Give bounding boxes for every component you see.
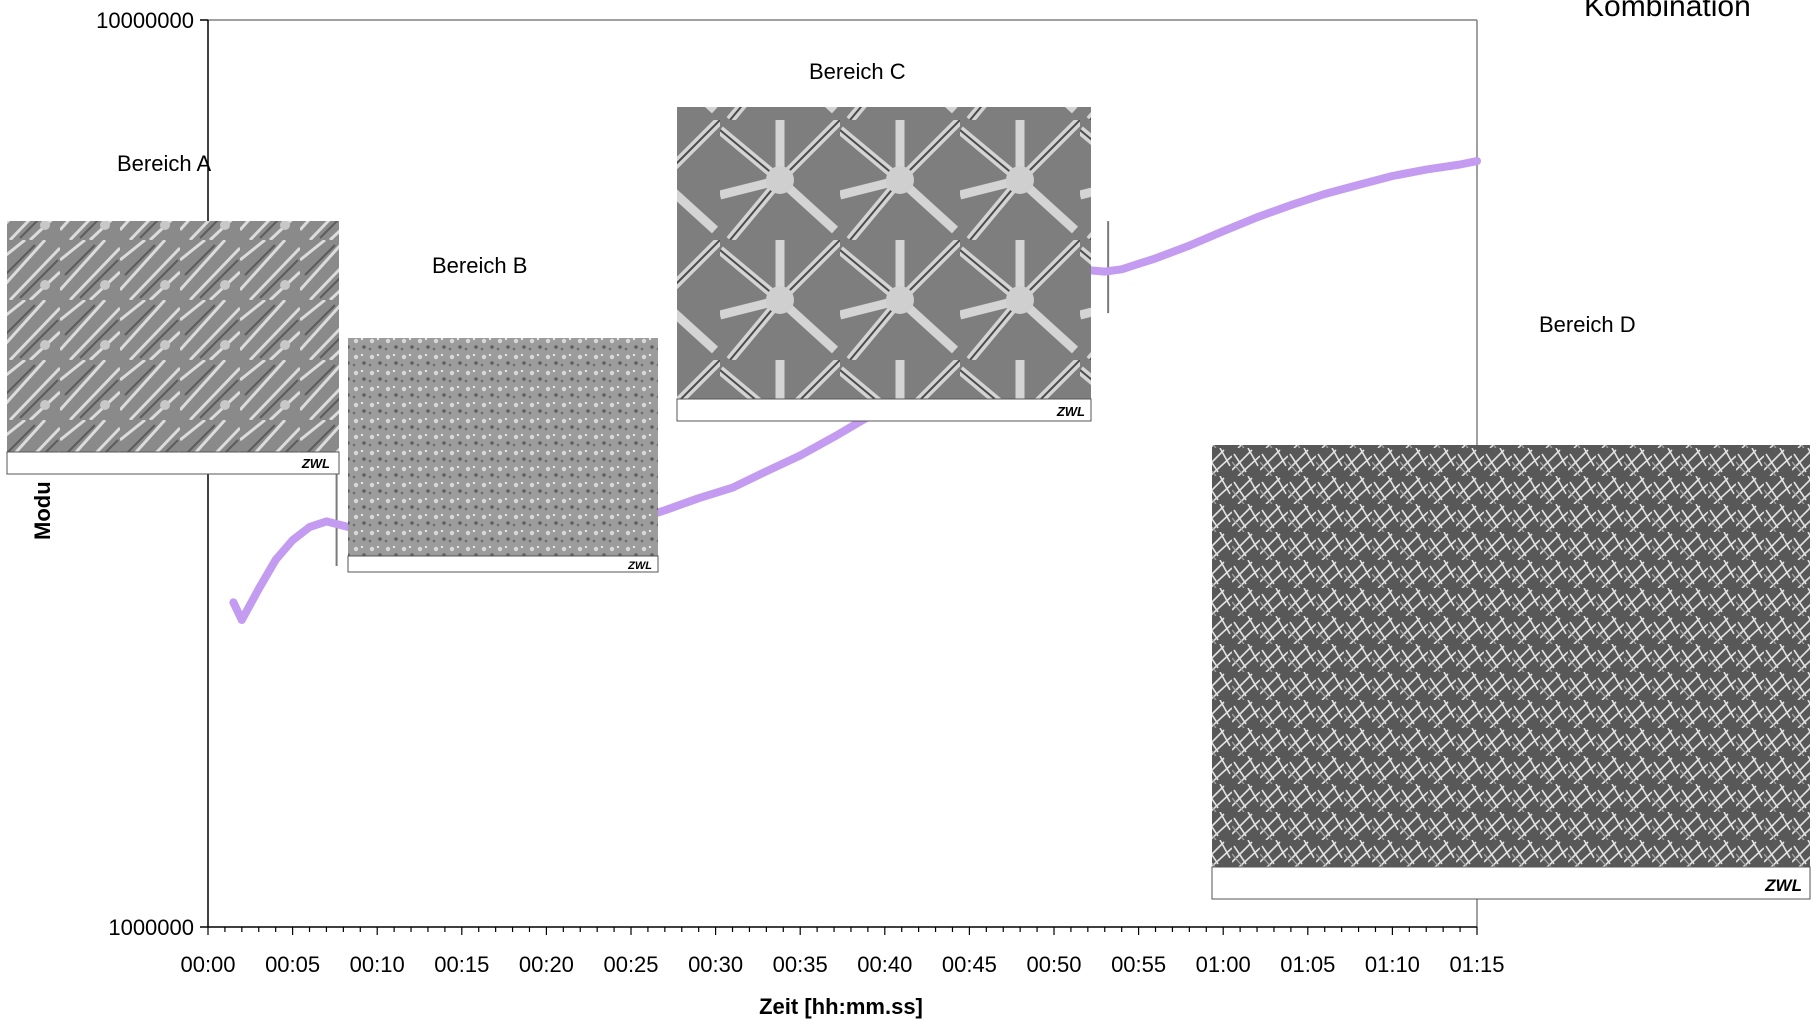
x-tick-label-11: 00:55: [1111, 952, 1166, 977]
micrograph-c-watermark: ZWL: [1056, 404, 1085, 419]
x-tick-label-6: 00:30: [688, 952, 743, 977]
region-labels: Bereich A Bereich B Bereich C Bereich D: [117, 59, 1636, 337]
series-0-point-36: [1220, 228, 1227, 235]
series-0-point-39: [1321, 190, 1328, 197]
x-tick-label-8: 00:40: [857, 952, 912, 977]
x-tick-label-4: 00:20: [519, 952, 574, 977]
series-0-point-41: [1389, 172, 1396, 179]
micrograph-d: ZWL: [1211, 445, 1811, 900]
series-0-point-38: [1287, 202, 1294, 209]
series-0-point-35: [1186, 242, 1193, 249]
micrograph-b: ZWL: [347, 338, 659, 573]
x-tick-label-5: 00:25: [603, 952, 658, 977]
series-0-point-19: [695, 495, 702, 502]
micrographs: ZWL ZWL ZWL ZWL: [6, 107, 1811, 900]
series-0-point-22: [797, 452, 804, 459]
series-0-point-5: [306, 524, 313, 531]
micrograph-d-watermark: ZWL: [1764, 876, 1802, 895]
y-axis-title: Modu: [30, 481, 55, 540]
micrograph-b-watermark: ZWL: [627, 560, 652, 572]
region-label-a: Bereich A: [117, 151, 211, 176]
series-0-point-34: [1152, 255, 1159, 262]
x-tick-label-12: 01:00: [1196, 952, 1251, 977]
y-tick-labels: 1000000 10000000: [96, 8, 194, 940]
x-tick-labels: 00:00 00:05 00:10 00:15 00:20 00:25 00:30 00:35…: [180, 952, 1504, 977]
x-minor-ticks: [207, 927, 1478, 935]
series-0-point-1: [238, 617, 245, 624]
series-0-point-20: [729, 484, 736, 491]
series-0-point-42: [1423, 166, 1430, 173]
series-0-point-4: [289, 537, 296, 544]
series-0-point-6: [323, 518, 330, 525]
x-tick-label-14: 01:10: [1365, 952, 1420, 977]
series-0-point-37: [1254, 214, 1261, 221]
region-label-c: Bereich C: [809, 59, 906, 84]
series-0-point-2: [255, 585, 262, 592]
x-tick-label-10: 00:50: [1026, 952, 1081, 977]
axes: 00:00 00:05 00:10 00:15 00:20 00:25 00:30 00:35…: [96, 8, 1504, 977]
x-tick-label-7: 00:35: [773, 952, 828, 977]
x-tick-label-0: 00:00: [180, 952, 235, 977]
series-0-point-23: [831, 433, 838, 440]
x-tick-label-2: 00:10: [350, 952, 405, 977]
y-tick-label-0: 1000000: [108, 915, 194, 940]
x-tick-label-1: 00:05: [265, 952, 320, 977]
series-0-point-0: [230, 599, 237, 606]
y-major-ticks: [200, 19, 208, 928]
x-tick-label-3: 00:15: [434, 952, 489, 977]
x-axis-title: Zeit [hh:mm.ss]: [759, 994, 923, 1019]
region-label-b: Bereich B: [432, 253, 527, 278]
micrograph-c: ZWL: [676, 107, 1092, 422]
series-0-point-18: [661, 507, 668, 514]
micrograph-a: ZWL: [6, 221, 340, 475]
chart-title: Kombination: [1584, 0, 1751, 23]
series-0-point-32: [1101, 268, 1108, 275]
series-0-point-33: [1118, 266, 1125, 273]
series-0-point-44: [1474, 158, 1480, 165]
series-0-point-21: [763, 468, 770, 475]
x-tick-label-13: 01:05: [1280, 952, 1335, 977]
x-tick-label-15: 01:15: [1449, 952, 1504, 977]
series-0-point-3: [272, 556, 279, 563]
series-0-point-40: [1355, 181, 1362, 188]
x-tick-label-9: 00:45: [942, 952, 997, 977]
series-0-point-7: [340, 522, 347, 529]
series-0-point-43: [1457, 161, 1464, 168]
micrograph-a-watermark: ZWL: [301, 456, 330, 471]
region-label-d: Bereich D: [1539, 312, 1636, 337]
y-tick-label-1: 10000000: [96, 8, 194, 33]
